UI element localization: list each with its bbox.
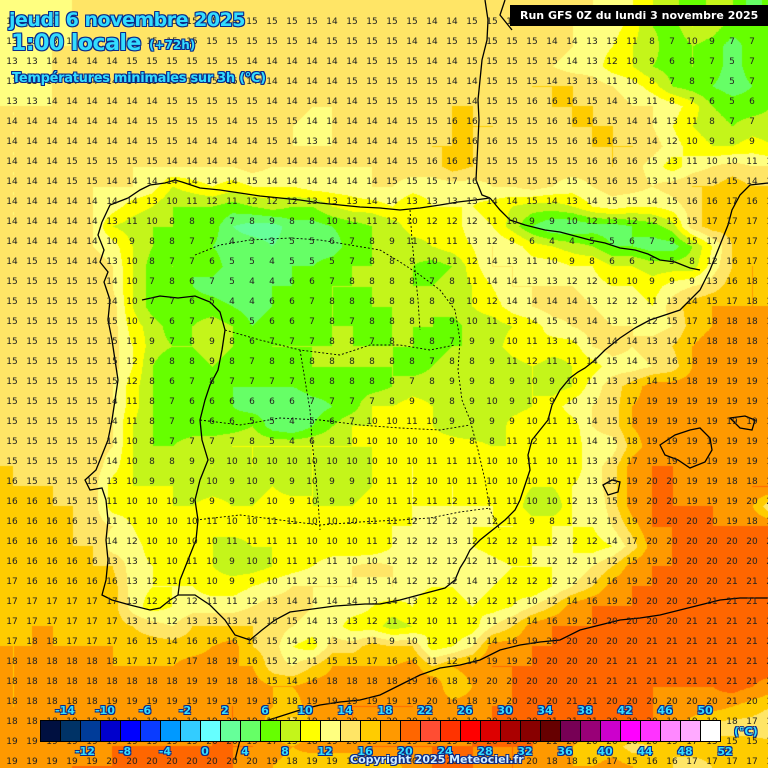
- legend-swatch: [301, 721, 321, 741]
- island-menorca: [728, 415, 756, 431]
- color-legend: [40, 720, 721, 742]
- coastline-path: [178, 182, 768, 641]
- legend-label-top: 38: [577, 704, 593, 717]
- legend-label-top: -6: [138, 704, 152, 717]
- legend-label-top: -2: [178, 704, 192, 717]
- legend-swatch: [421, 721, 441, 741]
- border-path: [489, 197, 701, 271]
- legend-label-bottom: 0: [201, 745, 209, 758]
- legend-swatch: [521, 721, 541, 741]
- legend-swatch: [481, 721, 501, 741]
- legend-swatch: [121, 721, 141, 741]
- legend-swatch: [261, 721, 281, 741]
- coastline-path: [84, 221, 179, 611]
- legend-swatch: [281, 721, 301, 741]
- legend-label-top: 42: [617, 704, 633, 717]
- legend-label-top: 50: [697, 704, 713, 717]
- legend-swatch: [181, 721, 201, 741]
- legend-label-top: 26: [457, 704, 473, 717]
- coastline-path: [101, 179, 491, 223]
- legend-label-top: 6: [261, 704, 269, 717]
- run-info-text: Run GFS 0Z du lundi 3 novembre 2025: [520, 9, 759, 22]
- border-path: [194, 237, 501, 531]
- forecast-hour: 1:00 locale: [11, 31, 141, 56]
- legend-label-top: -14: [55, 704, 75, 717]
- border-path: [195, 507, 491, 526]
- legend-label-bottom: 32: [517, 745, 533, 758]
- legend-label-top: 22: [417, 704, 433, 717]
- legend-swatch: [201, 721, 221, 741]
- legend-swatch: [101, 721, 121, 741]
- island-majorca: [659, 427, 713, 469]
- border-path: [409, 209, 421, 331]
- border-path: [141, 295, 226, 596]
- legend-swatch: [661, 721, 681, 741]
- legend-swatch: [441, 721, 461, 741]
- legend-label-bottom: -4: [158, 745, 172, 758]
- legend-label-bottom: 20: [397, 745, 413, 758]
- legend-swatch: [81, 721, 101, 741]
- legend-swatch: [621, 721, 641, 741]
- legend-label-bottom: 28: [477, 745, 493, 758]
- coastline-path: [475, 0, 491, 199]
- legend-label-top: 30: [497, 704, 513, 717]
- legend-label-bottom: 12: [317, 745, 333, 758]
- border-path: [199, 417, 471, 431]
- legend-label-top: 46: [657, 704, 673, 717]
- run-info-box: Run GFS 0Z du lundi 3 novembre 2025: [510, 5, 768, 26]
- legend-label-top: 14: [337, 704, 353, 717]
- legend-unit: (°C): [734, 725, 758, 738]
- legend-swatch: [581, 721, 601, 741]
- legend-swatch: [681, 721, 701, 741]
- legend-swatch: [41, 721, 61, 741]
- legend-swatch: [361, 721, 381, 741]
- legend-label-bottom: -12: [75, 745, 95, 758]
- border-path: [299, 349, 321, 531]
- legend-swatch: [321, 721, 341, 741]
- legend-swatch: [701, 721, 720, 741]
- island-ibiza: [602, 479, 621, 496]
- legend-swatch: [561, 721, 581, 741]
- legend-swatch: [401, 721, 421, 741]
- legend-swatch: [61, 721, 81, 741]
- legend-swatch: [161, 721, 181, 741]
- legend-swatch: [141, 721, 161, 741]
- copyright-text: Copyright 2025 Meteociel.fr: [350, 753, 524, 766]
- legend-swatch: [221, 721, 241, 741]
- coastline-path: [499, 0, 513, 31]
- legend-label-top: 18: [377, 704, 393, 717]
- legend-label-bottom: 40: [597, 745, 613, 758]
- legend-swatch: [461, 721, 481, 741]
- legend-label-top: 2: [221, 704, 229, 717]
- legend-swatch: [541, 721, 561, 741]
- legend-label-bottom: 16: [357, 745, 373, 758]
- legend-swatch: [241, 721, 261, 741]
- legend-label-top: 10: [297, 704, 313, 717]
- legend-label-bottom: -8: [118, 745, 132, 758]
- legend-label-bottom: 8: [281, 745, 289, 758]
- lead-time: (+72h): [149, 38, 196, 52]
- legend-label-top: 34: [537, 704, 553, 717]
- forecast-date: jeudi 6 novembre 2025: [9, 9, 246, 31]
- parameter-title: Températures minimales sur 3h (°C): [12, 71, 266, 86]
- legend-swatch: [341, 721, 361, 741]
- legend-swatch: [501, 721, 521, 741]
- legend-label-bottom: 36: [557, 745, 573, 758]
- legend-label-bottom: 4: [241, 745, 249, 758]
- legend-swatch: [641, 721, 661, 741]
- coastline-path: [234, 597, 768, 761]
- legend-label-bottom: 44: [637, 745, 653, 758]
- border-path: [224, 329, 456, 356]
- legend-swatch: [601, 721, 621, 741]
- legend-swatch: [381, 721, 401, 741]
- legend-label-top: -10: [95, 704, 115, 717]
- legend-label-bottom: 52: [717, 745, 733, 758]
- legend-label-bottom: 24: [437, 745, 453, 758]
- legend-label-bottom: 48: [677, 745, 693, 758]
